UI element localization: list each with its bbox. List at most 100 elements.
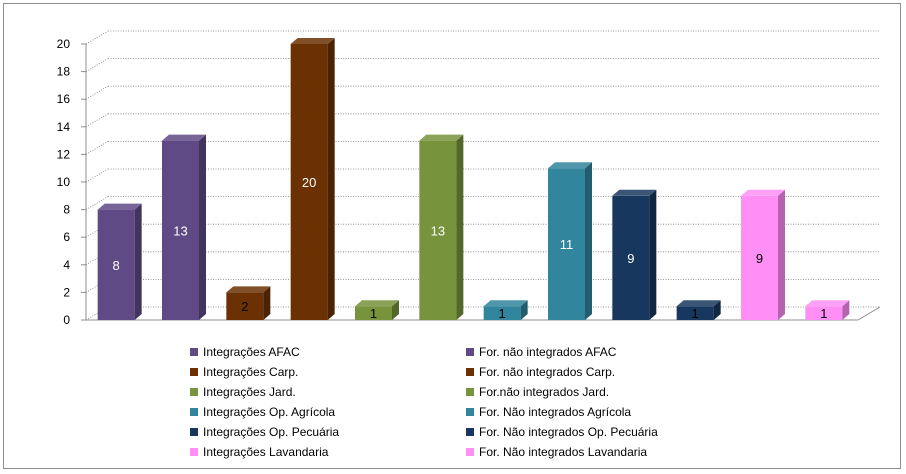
- bar-side: [778, 189, 785, 320]
- bar-top: [355, 300, 399, 307]
- y-tick-label: 4: [63, 258, 70, 272]
- bar: 20: [290, 38, 335, 320]
- bar-front: [162, 140, 199, 320]
- bar: 9: [612, 189, 657, 320]
- y-tick-label: 0: [63, 313, 70, 327]
- bar-side: [713, 300, 721, 320]
- legend-item: Integrações Carp.: [190, 364, 466, 380]
- data-label: 1: [499, 306, 506, 321]
- data-label: 2: [241, 299, 248, 314]
- bar-front: [805, 306, 843, 320]
- legend-swatch: [466, 408, 474, 416]
- bar-side: [842, 300, 850, 320]
- bar: 1: [676, 300, 721, 321]
- legend-label: For. não integrados Carp.: [479, 365, 616, 379]
- bar: 8: [97, 203, 142, 320]
- gridline-depth: [85, 306, 109, 321]
- bar-side: [456, 134, 464, 320]
- legend-label: Integrações Op. Agrícola: [203, 405, 336, 419]
- gridline-depth: [85, 113, 109, 128]
- data-label: 13: [431, 223, 445, 238]
- legend-item: For. não integrados Carp.: [466, 364, 766, 380]
- bar-top: [741, 189, 785, 196]
- legend-label: For. Não integrados Lavandaria: [479, 445, 648, 459]
- legend-item: Integrações Lavandaria: [190, 444, 466, 460]
- legend-item: For. Não integrados Op. Pecuária: [466, 424, 766, 440]
- bar-side: [585, 162, 592, 320]
- data-label: 1: [820, 306, 827, 321]
- legend-swatch: [466, 368, 474, 376]
- legend-item: Integrações AFAC: [190, 344, 466, 360]
- data-label: 1: [692, 306, 699, 321]
- y-tick-label: 8: [63, 203, 70, 217]
- gridline-depth: [85, 168, 109, 183]
- bar-top: [612, 189, 657, 196]
- gridline-depth: [85, 85, 109, 100]
- bar-side: [520, 300, 528, 320]
- bar: 1: [355, 300, 399, 321]
- bar-side: [392, 300, 399, 320]
- y-tick-label: 20: [57, 37, 71, 51]
- bar-top: [548, 162, 592, 169]
- y-tick-label: 10: [57, 175, 71, 189]
- bar-side: [199, 134, 206, 320]
- bar: 13: [419, 134, 464, 320]
- legend: Integrações AFAC For. não integrados AFAC…: [190, 344, 790, 460]
- y-tick-label: 14: [57, 120, 71, 134]
- legend-item: For.não integrados Jard.: [466, 384, 766, 400]
- legend-item: For. Não integrados Lavandaria: [466, 444, 766, 460]
- data-label: 9: [756, 251, 763, 266]
- data-label: 9: [627, 251, 634, 266]
- legend-swatch: [466, 428, 474, 436]
- bar-side: [327, 38, 335, 320]
- legend-label: Integrações Op. Pecuária: [203, 425, 340, 439]
- bar: 1: [483, 300, 528, 321]
- bar-top: [483, 300, 528, 307]
- legend-swatch: [190, 408, 198, 416]
- bar-top: [805, 300, 850, 307]
- bar-side: [134, 203, 142, 320]
- legend-item: Integrações Jard.: [190, 384, 466, 400]
- bar-front: [419, 140, 457, 320]
- bar-front: [483, 306, 521, 320]
- bar-top: [290, 38, 335, 44]
- legend-swatch: [190, 428, 198, 436]
- bar-front: [612, 195, 650, 320]
- legend-label: Integrações Jard.: [203, 385, 296, 399]
- legend-item: Integrações Op. Agrícola: [190, 404, 466, 420]
- data-label: 1: [370, 306, 377, 321]
- data-label: 8: [113, 258, 120, 273]
- legend-label: For. Não integrados Op. Pecuária: [479, 425, 658, 439]
- gridline-depth: [85, 30, 109, 45]
- y-tick-label: 18: [57, 65, 71, 79]
- y-tick-label: 12: [57, 147, 71, 161]
- bar-top: [226, 286, 271, 293]
- gridline-depth: [85, 223, 109, 238]
- floor-edge: [857, 306, 881, 321]
- legend-swatch: [190, 348, 198, 356]
- legend-swatch: [466, 448, 474, 456]
- legend-swatch: [190, 388, 198, 396]
- legend-label: Integrações Carp.: [203, 365, 299, 379]
- y-tick-label: 6: [63, 230, 70, 244]
- bar-front: [741, 195, 778, 320]
- bar-front: [226, 292, 264, 320]
- gridline-depth: [85, 58, 109, 72]
- bar-side: [649, 189, 657, 320]
- legend-swatch: [190, 368, 198, 376]
- bar: 11: [548, 162, 592, 320]
- bar-top: [162, 134, 206, 141]
- bar-front: [355, 306, 392, 320]
- data-label: 11: [560, 237, 574, 252]
- bar-side: [263, 286, 271, 320]
- data-label: 20: [302, 175, 316, 190]
- legend-label: Integrações Lavandaria: [203, 445, 329, 459]
- data-label: 13: [173, 223, 187, 238]
- gridline-depth: [85, 251, 109, 266]
- legend-item: For. não integrados AFAC: [466, 344, 766, 360]
- bar-top: [419, 134, 464, 141]
- legend-item: For. Não integrados Agrícola: [466, 404, 766, 420]
- legend-label: For.não integrados Jard.: [479, 385, 610, 399]
